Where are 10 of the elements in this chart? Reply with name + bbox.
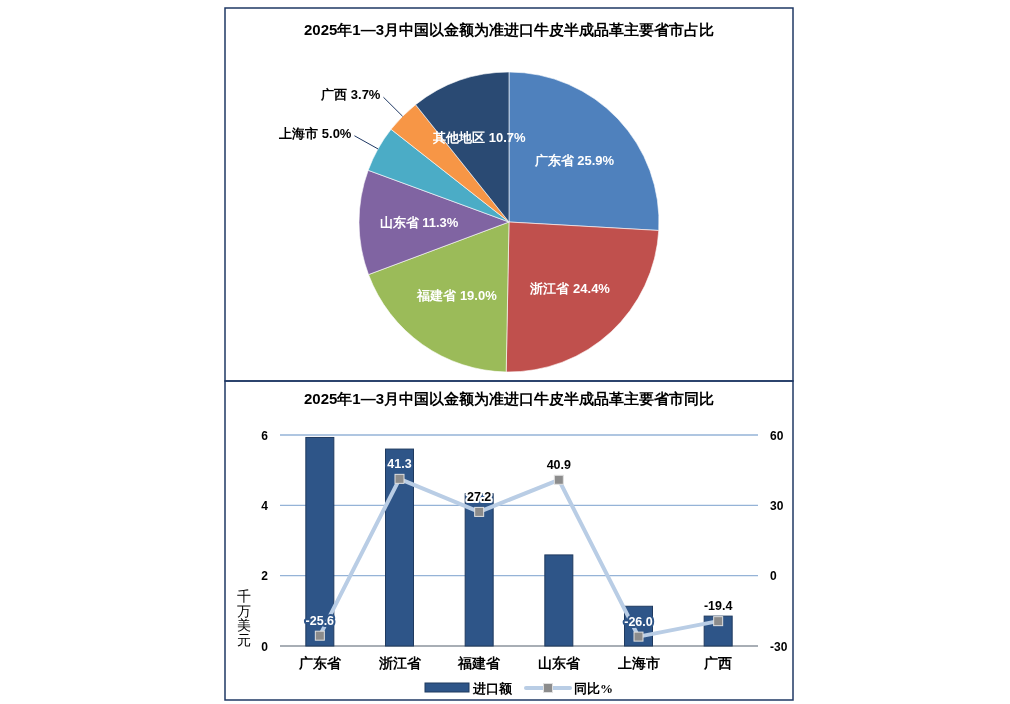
point	[633, 631, 644, 642]
legend-label: 同比%	[574, 681, 613, 696]
point	[314, 630, 325, 641]
point	[394, 473, 405, 484]
point	[713, 616, 724, 627]
legend-label: 进口额	[472, 681, 513, 696]
title: 2025年1—3月中国以金额为准进口牛皮半成品革主要省市占比	[303, 21, 715, 38]
title: 2025年1—3月中国以金额为准进口牛皮半成品革主要省市同比	[303, 390, 715, 407]
point	[474, 506, 485, 517]
point	[553, 474, 564, 485]
